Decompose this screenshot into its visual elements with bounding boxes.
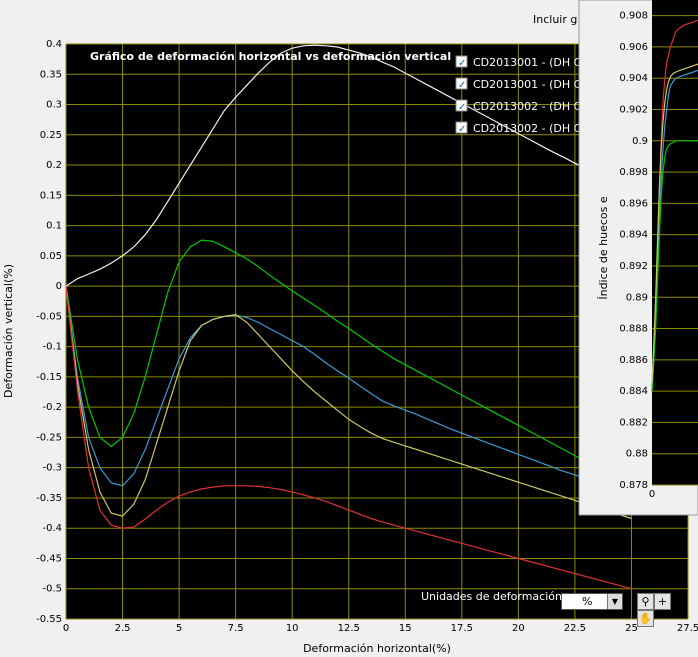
main-x-ticks: 0 2.5 5 7.5 10 12.5 15 17.5 20 22.5 25 27.5 [63, 623, 698, 634]
x-tick-label: 12.5 [338, 623, 360, 634]
legend-entry: CD2013002 - (DH CD [473, 100, 590, 113]
x-tick-label: 22.5 [564, 623, 586, 634]
secondary-y-tick-label: 0.894 [619, 230, 648, 241]
series-line-3 [65, 286, 632, 494]
secondary-y-tick-label: 0.906 [619, 42, 648, 53]
check-icon: ✓ [458, 58, 466, 69]
x-tick-label: 17.5 [451, 623, 473, 634]
secondary-y-tick-label: 0.9 [632, 136, 648, 147]
x-tick-label: 25 [625, 623, 638, 634]
legend-entry: CD2013001 - (DH CD [473, 56, 590, 69]
series-line-2 [65, 239, 632, 487]
main-series-group [65, 44, 632, 590]
y-tick-label: 0 [56, 281, 62, 292]
y-tick-label: -0.2 [42, 402, 62, 413]
y-tick-label: 0.4 [46, 39, 62, 50]
check-icon: ✓ [458, 102, 466, 113]
x-axis-label: Deformación horizontal(%) [303, 642, 451, 655]
x-tick-label: 0 [63, 623, 69, 634]
legend: ✓ CD2013001 - (DH CD ✓ CD2013001 - (DH CD ✓ C… [455, 55, 590, 135]
units-label: Unidades de deformación [421, 590, 562, 603]
secondary-series-group [651, 19, 698, 392]
x-tick-label: 7.5 [228, 623, 244, 634]
secondary-grid [652, 15, 698, 486]
secondary-y-tick-label: 0.892 [619, 261, 648, 272]
secondary-y-ticks: 0.908 0.906 0.904 0.902 0.9 0.898 0.896 0.894 0.… [619, 11, 648, 491]
x-tick-label: 5 [176, 623, 182, 634]
units-value: % [582, 595, 593, 608]
y-tick-label: 0.25 [40, 130, 62, 141]
chart-title: Gráfico de deformación horizontal vs def… [90, 50, 451, 63]
legend-checkbox[interactable] [455, 99, 468, 112]
secondary-y-tick-label: 0.89 [626, 292, 648, 303]
y-tick-label: -0.5 [42, 584, 62, 595]
secondary-y-axis-label: Índice de huecos e [597, 196, 610, 300]
secondary-y-tick-label: 0.898 [619, 167, 648, 178]
secondary-series-line-4 [651, 63, 698, 384]
series-line-4 [65, 286, 632, 520]
series-line-5 [65, 286, 632, 590]
y-tick-label: -0.1 [42, 342, 62, 353]
secondary-y-tick-label: 0.904 [619, 73, 648, 84]
y-tick-label: 0.15 [40, 190, 62, 201]
secondary-x-tick-label: 0 [649, 489, 655, 500]
secondary-y-tick-label: 0.886 [619, 355, 648, 366]
main-y-ticks: 0.4 0.35 0.3 0.25 0.2 0.15 0.1 0.05 0 -0.05 -0.1 -0… [36, 39, 62, 625]
y-tick-label: -0.05 [36, 311, 62, 322]
check-icon: ✓ [458, 80, 466, 91]
secondary-series-line-3 [651, 140, 698, 392]
legend-entry: CD2013002 - (DH CD [473, 122, 590, 135]
secondary-y-tick-label: 0.878 [619, 480, 648, 491]
legend-entry: CD2013001 - (DH CD [473, 78, 590, 91]
legend-checkbox[interactable] [455, 77, 468, 90]
x-tick-label: 20 [512, 623, 525, 634]
legend-checkbox[interactable] [455, 55, 468, 68]
legend-checkbox[interactable] [455, 121, 468, 134]
x-tick-label: 27.5 [677, 623, 698, 634]
secondary-x-ticks: 0 [649, 489, 655, 500]
y-tick-label: 0.35 [40, 69, 62, 80]
y-tick-label: 0.1 [46, 221, 62, 232]
series-line-1 [65, 44, 632, 287]
y-tick-label: -0.4 [42, 523, 62, 534]
secondary-y-tick-label: 0.908 [619, 11, 648, 22]
secondary-y-tick-label: 0.88 [626, 449, 648, 460]
zoom-icon[interactable]: ⚲ [637, 593, 654, 610]
chevron-down-icon[interactable]: ▼ [607, 594, 622, 609]
y-axis-label: Deformación vertical(%) [2, 264, 15, 398]
x-tick-label: 10 [286, 623, 299, 634]
y-tick-label: 0.3 [46, 100, 62, 111]
secondary-y-tick-label: 0.888 [619, 324, 648, 335]
units-select[interactable]: % ▼ [561, 593, 623, 610]
y-tick-label: -0.55 [36, 614, 62, 625]
include-label: Incluir g [533, 13, 578, 26]
y-tick-label: -0.3 [42, 463, 62, 474]
y-tick-label: -0.15 [36, 372, 62, 383]
y-tick-label: 0.2 [46, 160, 62, 171]
y-tick-label: 0.05 [40, 251, 62, 262]
check-icon: ✓ [458, 124, 466, 135]
x-tick-label: 2.5 [115, 623, 131, 634]
y-tick-label: -0.25 [36, 432, 62, 443]
hand-icon[interactable]: ✋ [637, 610, 654, 627]
secondary-series-line-2 [651, 69, 698, 392]
y-tick-label: -0.35 [36, 493, 62, 504]
crosshair-icon[interactable]: + [654, 593, 671, 610]
y-tick-label: -0.45 [36, 553, 62, 564]
secondary-y-tick-label: 0.884 [619, 386, 648, 397]
secondary-y-tick-label: 0.882 [619, 417, 648, 428]
secondary-y-tick-label: 0.902 [619, 105, 648, 116]
secondary-y-tick-label: 0.896 [619, 198, 648, 209]
x-tick-label: 15 [399, 623, 412, 634]
